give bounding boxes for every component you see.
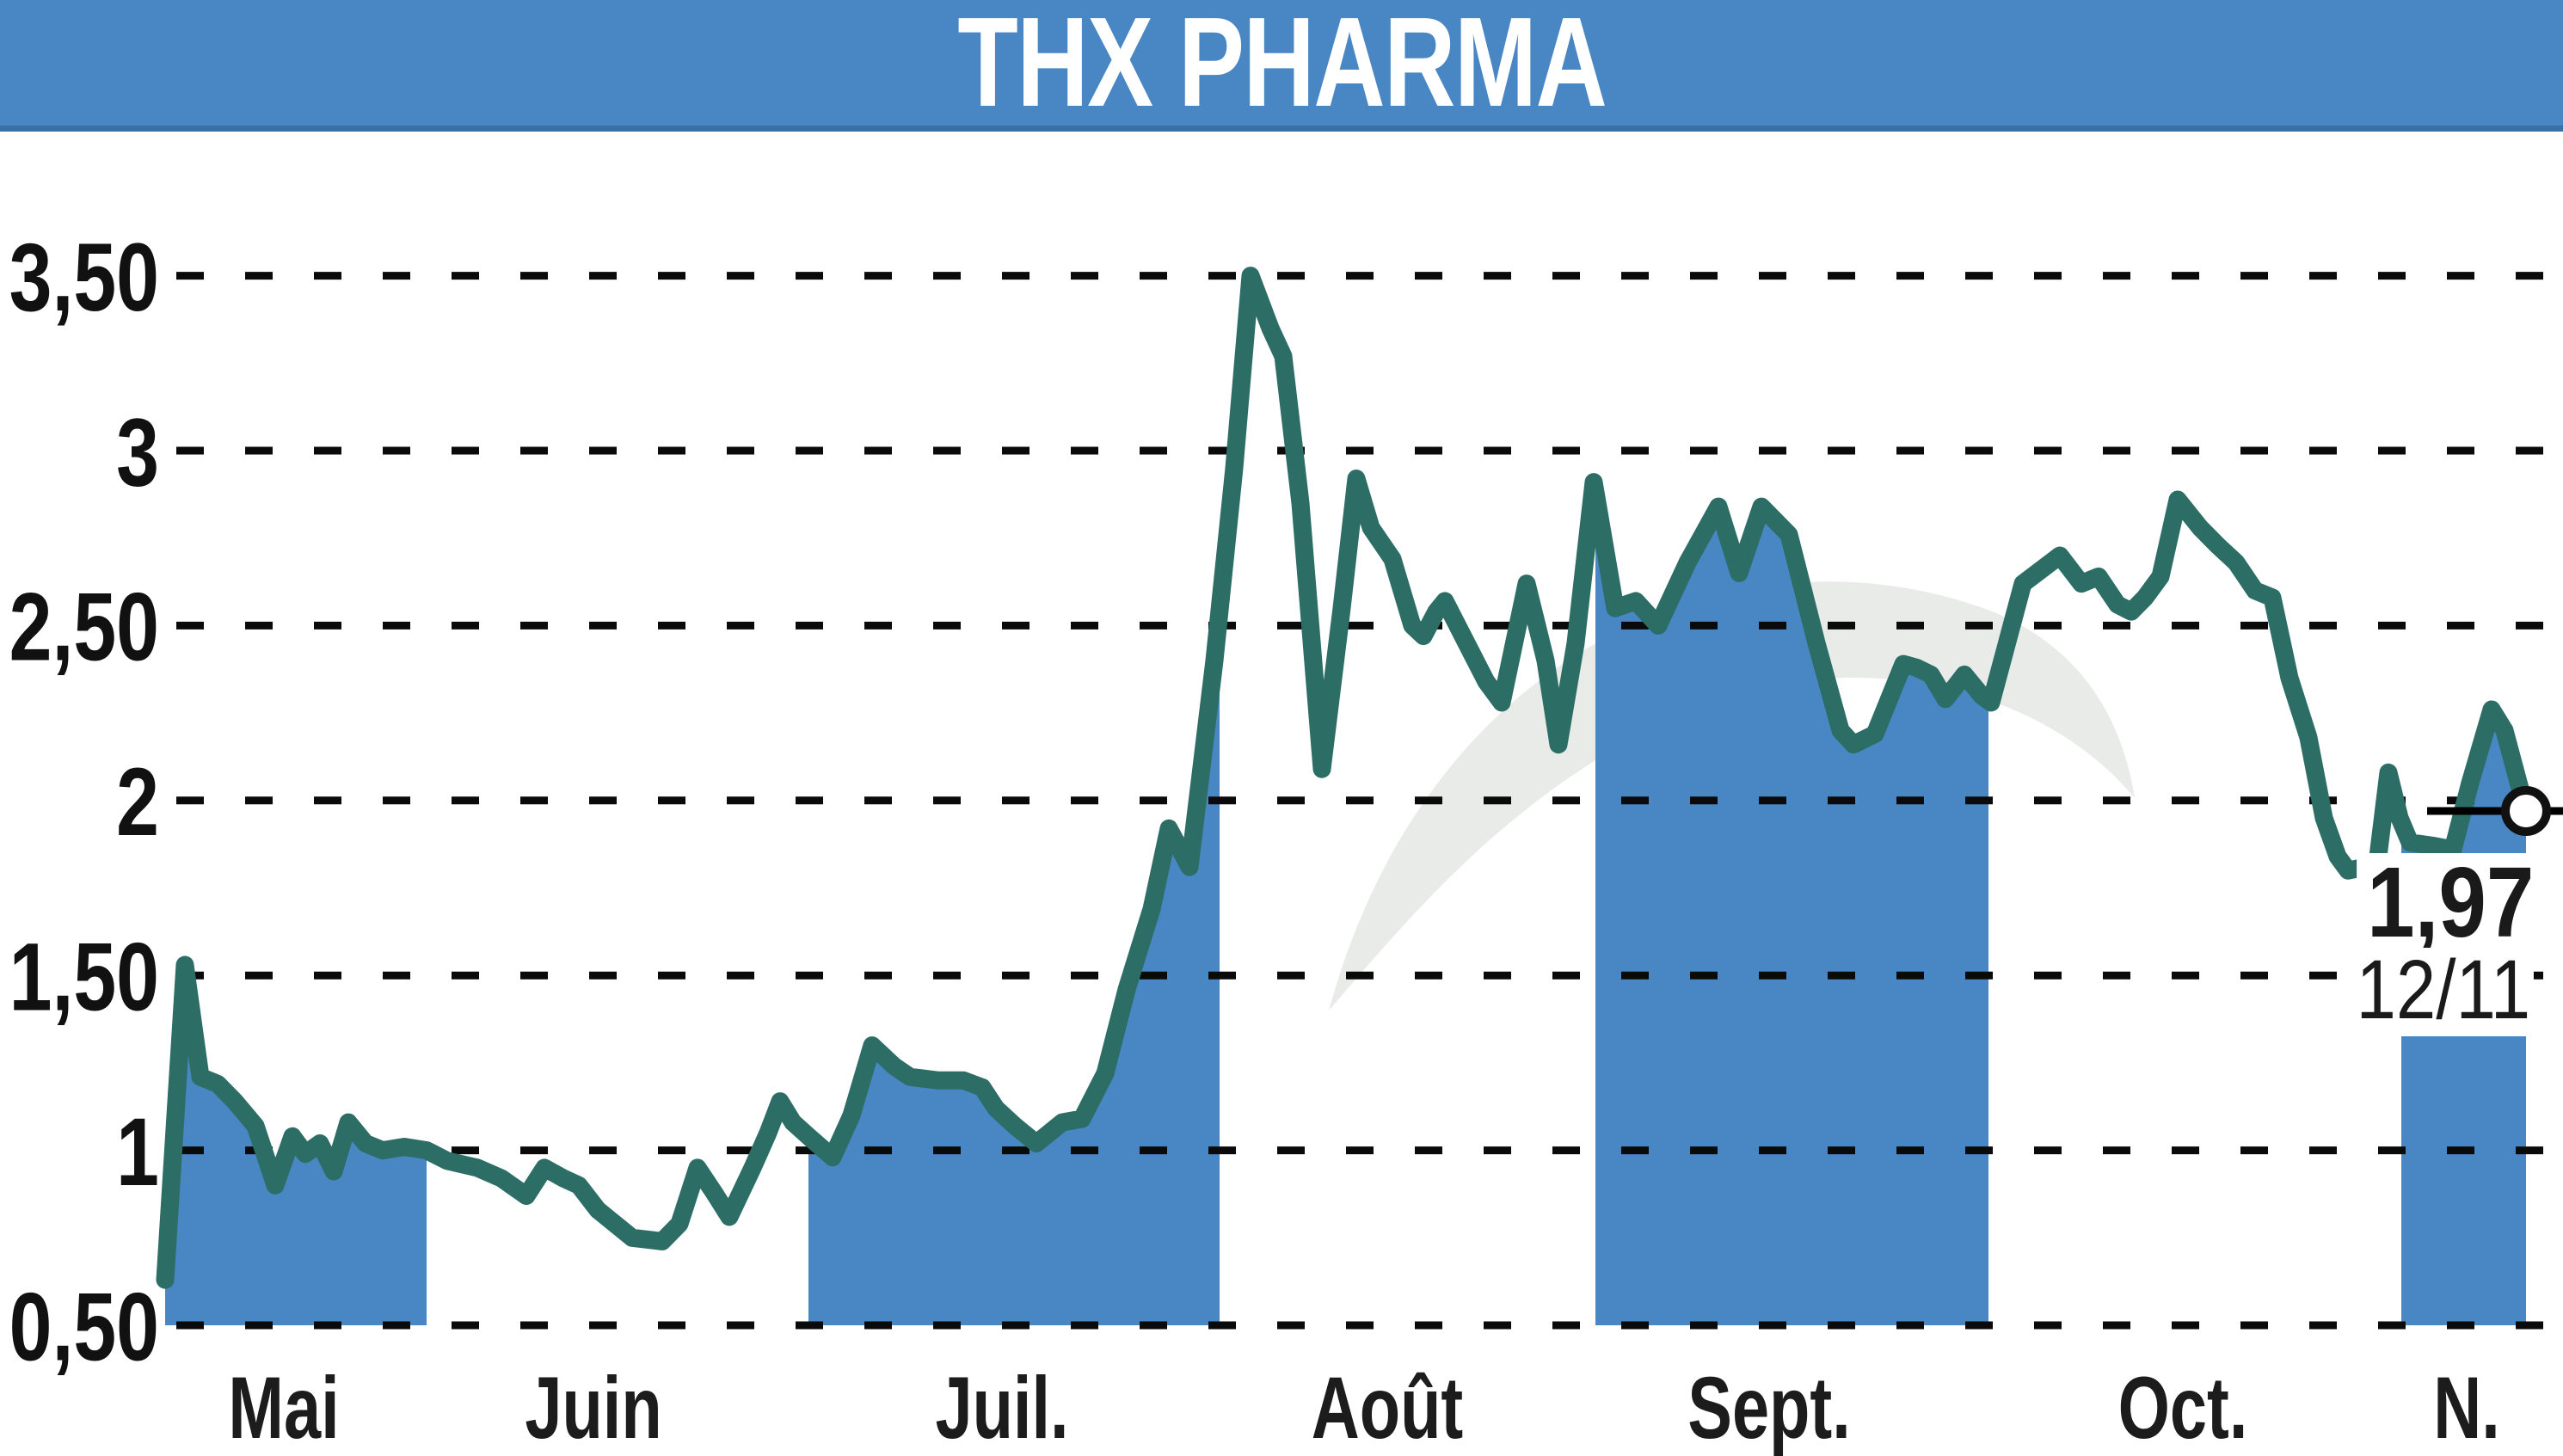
svg-text:2,50: 2,50: [9, 574, 159, 681]
svg-text:Juil.: Juil.: [935, 1360, 1068, 1456]
month-label: Oct.: [2118, 1360, 2248, 1456]
svg-text:Mai: Mai: [228, 1360, 339, 1456]
svg-text:1: 1: [116, 1098, 159, 1206]
svg-text:0,50: 0,50: [9, 1274, 159, 1381]
svg-text:Oct.: Oct.: [2118, 1360, 2248, 1456]
svg-text:Juin: Juin: [525, 1360, 661, 1456]
y-tick-label: 1,50: [9, 924, 159, 1031]
svg-text:3,50: 3,50: [9, 224, 159, 331]
svg-text:N.: N.: [2433, 1360, 2500, 1456]
month-label: N.: [2433, 1360, 2500, 1456]
y-tick-label: 2: [116, 749, 159, 857]
y-tick-label: 0,50: [9, 1274, 159, 1381]
page-title: THX PHARMA: [957, 0, 1607, 133]
month-label: Août: [1312, 1360, 1463, 1456]
svg-text:Août: Août: [1312, 1360, 1463, 1456]
month-label: Juin: [525, 1360, 661, 1456]
y-tick-label: 3: [116, 399, 159, 507]
y-tick-label: 2,50: [9, 574, 159, 681]
svg-text:2: 2: [116, 749, 159, 857]
watermark: [1329, 581, 2135, 1011]
last-price-marker: [2501, 786, 2551, 836]
last-price-value: 1,97: [2357, 852, 2537, 953]
y-tick-label: 1: [116, 1098, 159, 1206]
y-tick-label: 3,50: [9, 224, 159, 331]
chart-header: THX PHARMA: [0, 0, 2563, 132]
svg-text:1,50: 1,50: [9, 924, 159, 1031]
svg-text:3: 3: [116, 399, 159, 507]
month-label: Sept.: [1687, 1360, 1851, 1456]
price-series-line: [156, 267, 2535, 1289]
month-label: Mai: [228, 1360, 339, 1456]
last-price-date: 12/11: [2345, 948, 2534, 1036]
month-label: Juil.: [935, 1360, 1068, 1456]
svg-text:Sept.: Sept.: [1687, 1360, 1851, 1456]
month-fill: [808, 610, 1220, 1325]
